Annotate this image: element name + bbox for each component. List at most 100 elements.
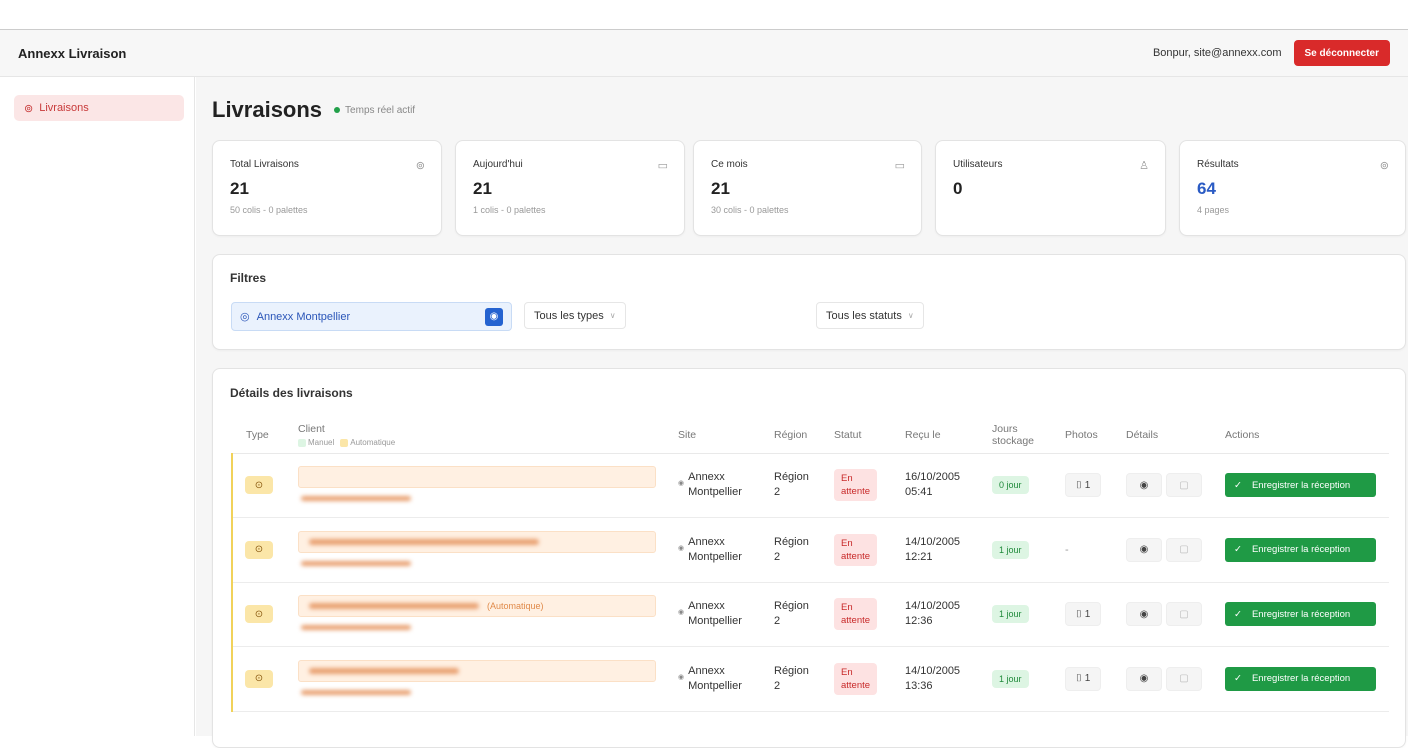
record-reception-button[interactable]: ✓ Enregistrer la réception: [1225, 537, 1376, 562]
app-header: Annexx Livraison Bonpur, site@annexx.com…: [0, 30, 1408, 77]
client-name-blurred: [298, 530, 656, 553]
site-cell: ◉ Annexx Montpellier: [678, 535, 742, 563]
col-actions: Actions: [1219, 417, 1389, 454]
stat-sub: 50 colis - 0 palettes: [230, 205, 308, 215]
location-filter[interactable]: ◎ Annexx Montpellier ◉: [231, 302, 512, 331]
logout-button[interactable]: Se déconnecter: [1293, 40, 1390, 66]
sidebar-item-livraisons[interactable]: ⊚ Livraisons: [14, 95, 184, 121]
client-cell: [292, 646, 672, 712]
client-legend: Manuel Automatique: [298, 438, 666, 447]
map-pin-icon: ◎: [240, 311, 250, 323]
eye-icon: ◉: [1139, 544, 1149, 556]
site-cell: ◉ Annexx Montpellier: [678, 664, 742, 692]
page-title-text: Livraisons: [212, 97, 323, 122]
table-row[interactable]: ⊙ ◉ Annexx Montpellier Région 2 En attente 1…: [231, 453, 1389, 518]
storage-days-badge: 1 jour: [992, 605, 1029, 624]
details-card: Détails des livraisons Type Client Manue…: [212, 368, 1406, 748]
calendar-icon: ▭: [894, 160, 905, 172]
region-cell: Région 2: [768, 453, 828, 518]
table-row[interactable]: ⊙ ◉ Annexx Montpellier Région 2 En attente 1…: [231, 517, 1389, 583]
comment-button[interactable]: ▢: [1166, 602, 1202, 627]
stat-sub: 30 colis - 0 palettes: [711, 205, 789, 215]
camera-icon: ⌷: [1075, 673, 1082, 685]
check-circle-icon: ✓: [1234, 608, 1242, 620]
stat-sub: 4 pages: [1197, 205, 1230, 215]
record-reception-button[interactable]: ✓ Enregistrer la réception: [1225, 666, 1376, 691]
photos-button[interactable]: ⌷ 1: [1065, 473, 1101, 498]
auto-type-badge-icon: ⊙: [245, 605, 273, 624]
col-photos: Photos: [1059, 417, 1120, 454]
view-details-button[interactable]: ◉: [1126, 537, 1162, 562]
col-site: Site: [672, 417, 768, 454]
redacted-subtext: [301, 625, 411, 631]
details-title: Détails des livraisons: [230, 386, 353, 400]
locate-button[interactable]: ◉: [485, 307, 503, 326]
photos-button[interactable]: ⌷ 1: [1065, 602, 1101, 627]
live-dot-icon: [334, 107, 341, 113]
main-content: Livraisons Temps réel actif Total Livrai…: [196, 77, 1408, 748]
storage-days-badge: 0 jour: [992, 476, 1029, 495]
redacted-subtext: [301, 689, 411, 695]
col-details: Détails: [1120, 417, 1219, 454]
check-circle-icon: ✓: [1234, 544, 1242, 556]
client-name-blurred: [298, 466, 656, 489]
status-badge: En attente: [834, 469, 878, 502]
check-circle-icon: ✓: [1234, 479, 1242, 491]
client-name-blurred: (Automatique): [298, 595, 656, 618]
map-pin-icon: ◉: [678, 673, 685, 681]
col-status: Statut: [828, 417, 899, 454]
user-greeting: Bonpur, site@annexx.com: [1152, 47, 1282, 59]
browser-top-strip: [0, 0, 1408, 30]
filters-card: Filtres ◎ Annexx Montpellier ◉ Tous les …: [212, 254, 1406, 350]
stat-card-today: Aujourd'hui 21 1 colis - 0 palettes ▭: [455, 140, 685, 236]
comment-button[interactable]: ▢: [1166, 537, 1202, 562]
stat-label: Ce mois: [711, 159, 748, 170]
deliveries-table: Type Client Manuel Automatique Site Régio…: [231, 417, 1389, 712]
stat-label: Résultats: [1197, 159, 1239, 170]
type-select[interactable]: Tous les types ∨: [524, 302, 626, 329]
view-details-button[interactable]: ◉: [1126, 666, 1162, 691]
status-select[interactable]: Tous les statuts ∨: [816, 302, 924, 329]
eye-icon: ◉: [1139, 673, 1149, 685]
app-brand: Annexx Livraison: [18, 45, 127, 61]
region-cell: Région 2: [768, 517, 828, 583]
map-pin-icon: ◉: [678, 480, 685, 488]
package-icon: ⊚: [24, 102, 34, 115]
stat-value: 0: [953, 179, 963, 198]
photos-cell: -: [1059, 517, 1120, 583]
col-received: Reçu le: [899, 417, 986, 454]
table-row[interactable]: ⊙ ◉ Annexx Montpellier Région 2 En attente 1…: [231, 646, 1389, 712]
stat-label: Utilisateurs: [953, 159, 1003, 170]
status-badge: En attente: [834, 662, 878, 695]
photos-button[interactable]: ⌷ 1: [1065, 666, 1101, 691]
record-reception-button[interactable]: ✓ Enregistrer la réception: [1225, 602, 1376, 627]
received-cell: 16/10/2005 05:41: [899, 453, 986, 518]
camera-icon: ⌷: [1075, 608, 1082, 620]
stat-card-month: Ce mois 21 30 colis - 0 palettes ▭: [693, 140, 922, 236]
user-icon: ♙: [1139, 160, 1149, 172]
sidebar-item-label: Livraisons: [39, 102, 89, 114]
storage-days-badge: 1 jour: [992, 540, 1029, 559]
storage-days-badge: 1 jour: [992, 669, 1029, 688]
stat-label: Aujourd'hui: [473, 159, 523, 170]
table-row[interactable]: ⊙ (Automatique) ◉ Annexx Montpellier Régio…: [231, 582, 1389, 647]
status-select-value: Tous les statuts: [826, 309, 902, 322]
eye-icon: ◉: [1139, 608, 1149, 620]
client-cell: (Automatique): [292, 582, 672, 647]
comment-button[interactable]: ▢: [1166, 666, 1202, 691]
comment-button[interactable]: ▢: [1166, 473, 1202, 498]
check-circle-icon: ✓: [1234, 673, 1242, 685]
calendar-icon: ▭: [657, 160, 668, 172]
col-type: Type: [232, 417, 292, 454]
auto-type-badge-icon: ⊙: [245, 669, 273, 688]
stat-card-results: Résultats 64 4 pages ⊚: [1179, 140, 1406, 236]
col-storage-days: Jours stockage: [986, 417, 1059, 454]
col-client: Client Manuel Automatique: [292, 417, 672, 454]
comment-icon: ▢: [1179, 608, 1189, 620]
client-cell: [292, 453, 672, 518]
record-reception-button[interactable]: ✓ Enregistrer la réception: [1225, 473, 1376, 498]
view-details-button[interactable]: ◉: [1126, 602, 1162, 627]
photos-cell: ⌷ 1: [1059, 453, 1120, 518]
col-region: Région: [768, 417, 828, 454]
view-details-button[interactable]: ◉: [1126, 473, 1162, 498]
